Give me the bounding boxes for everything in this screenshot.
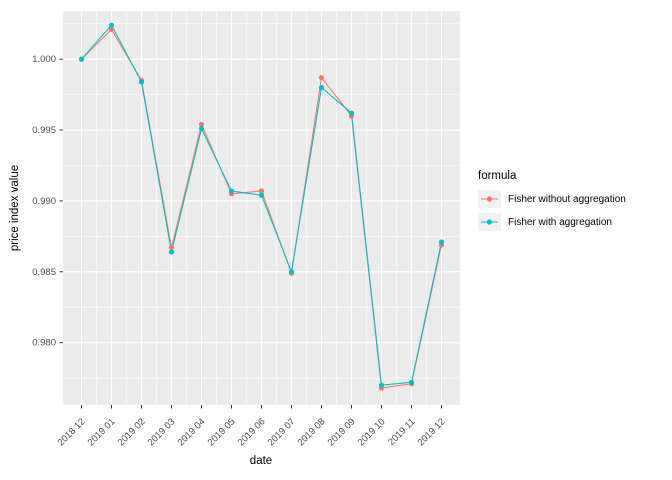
- y-tick-label: 0.995: [32, 125, 56, 136]
- x-tick-label: 2019 12: [416, 416, 448, 448]
- legend-item-label: Fisher without aggregation: [508, 193, 626, 205]
- x-axis-title: date: [249, 455, 273, 467]
- legend-item-label: Fisher with aggregation: [508, 216, 612, 228]
- x-tick-label: 2019 11: [386, 416, 418, 448]
- legend-item: Fisher with aggregation: [478, 213, 626, 231]
- data-point: [168, 245, 175, 251]
- x-tick-label: 2019 03: [146, 416, 178, 448]
- data-point: [438, 239, 445, 245]
- x-tick-label: 2019 08: [296, 416, 328, 448]
- y-axis-title: price index value: [9, 164, 21, 252]
- x-tick-label: 2019 02: [116, 416, 148, 448]
- x-tick-label: 2019 10: [356, 416, 388, 448]
- data-point: [198, 121, 205, 127]
- data-point: [258, 188, 265, 194]
- legend-key: [478, 190, 501, 208]
- legend: formula Fisher without aggregation Fishe…: [478, 170, 626, 236]
- x-tick-label: 2019 05: [206, 416, 238, 448]
- data-point: [378, 382, 385, 388]
- data-point: [318, 84, 325, 91]
- data-point: [78, 56, 85, 62]
- data-point: [408, 379, 415, 385]
- line-point-icon: [481, 219, 498, 225]
- data-point: [258, 192, 265, 198]
- y-tick-label: 0.985: [32, 267, 56, 278]
- legend-title: formula: [478, 170, 517, 182]
- legend-key: [478, 213, 501, 231]
- data-point: [318, 75, 325, 81]
- x-tick-label: 2018 12: [56, 416, 88, 448]
- data-point: [228, 188, 235, 194]
- data-point: [198, 126, 205, 132]
- data-point: [138, 79, 145, 85]
- x-tick-label: 2019 06: [236, 416, 268, 448]
- y-tick-label: 1.000: [32, 54, 56, 65]
- y-tick-label: 0.990: [32, 196, 56, 207]
- data-point: [348, 110, 355, 116]
- data-point: [108, 26, 115, 33]
- x-tick-label: 2019 04: [176, 416, 208, 448]
- legend-item: Fisher without aggregation: [478, 190, 626, 208]
- x-tick-label: 2019 09: [326, 416, 358, 448]
- data-point: [108, 22, 115, 28]
- x-tick-label: 2019 07: [266, 416, 298, 448]
- line-point-icon: [481, 196, 498, 202]
- data-point: [288, 269, 295, 275]
- data-point: [168, 249, 175, 255]
- y-tick-label: 0.980: [32, 338, 56, 349]
- x-tick-label: 2019 01: [86, 416, 118, 448]
